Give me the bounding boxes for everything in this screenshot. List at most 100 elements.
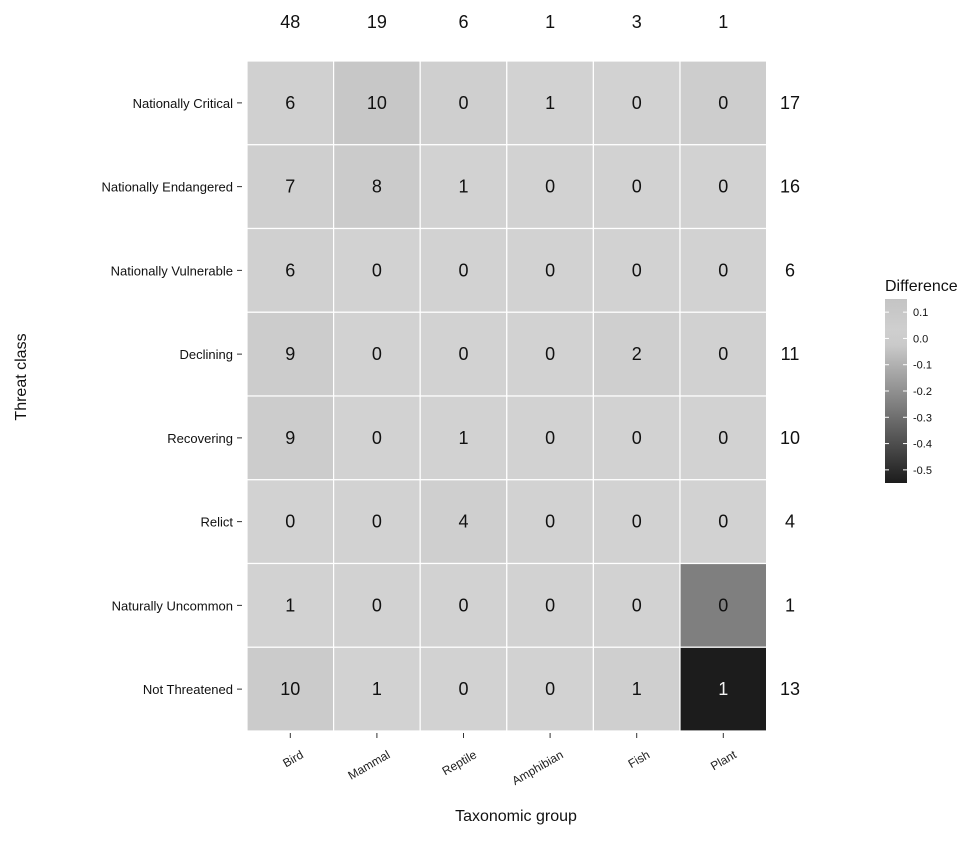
legend-tick-label: 0.0 [913,333,928,345]
row-labels: Nationally Critical Nationally Endangered… [101,96,242,697]
cell-value: 0 [372,344,382,364]
cell-value: 0 [458,344,468,364]
heatmap-cell [506,562,594,648]
heatmap-cell [246,311,335,397]
heatmap-cell [592,479,681,565]
column-label: Fish [626,747,653,770]
heatmap-cell [333,227,421,313]
cell-value: 6 [285,93,295,113]
cell-value: 0 [718,428,728,448]
row-totals: 17 16 6 11 10 4 1 13 [780,93,800,699]
cell-value: 0 [372,595,382,615]
row-label: Nationally Critical [133,96,234,111]
row-label: Nationally Vulnerable [111,263,233,278]
row-total: 11 [781,344,800,364]
cell-value: 1 [458,428,468,448]
heatmap-cell [333,144,421,230]
cell-value: 0 [458,595,468,615]
heatmap-cell [506,646,594,732]
cell-value: 9 [285,428,295,448]
cell-value: 1 [458,177,468,197]
cell-value: 0 [545,595,555,615]
heatmap-cell [419,646,508,732]
column-labels: Bird Mammal Reptile Amphibian Fish Plant [280,733,739,788]
column-totals: 48 19 6 1 3 1 [280,12,728,32]
cell-value: 0 [718,260,728,280]
column-label: Mammal [346,747,393,782]
column-label: Reptile [440,747,480,778]
cell-value: 0 [718,512,728,532]
cell-value: 0 [458,260,468,280]
cell-value: 0 [545,344,555,364]
cell-value: 1 [285,595,295,615]
x-axis-title: Taxonomic group [455,808,577,825]
cell-value: 0 [632,93,642,113]
cell-value: 0 [372,260,382,280]
row-label: Relict [200,515,233,530]
y-axis-title: Threat class [13,333,30,420]
legend-tick-label: -0.2 [913,386,932,398]
heatmap-cell [419,395,508,481]
heatmap-cell [246,562,335,648]
heatmap-cell [506,311,594,397]
row-label: Not Threatened [143,682,233,697]
cell-value: 0 [718,344,728,364]
heatmap-cell [419,562,508,648]
heatmap-cell [592,395,681,481]
heatmap-cell [679,60,768,146]
row-total: 1 [785,595,795,615]
heatmap-cell [246,479,335,565]
legend-tick-label: 0.1 [913,307,928,319]
cell-value: 0 [718,595,728,615]
cell-value: 1 [372,679,382,699]
column-label: Bird [280,747,305,770]
row-total: 16 [780,177,800,197]
heatmap-cell [592,646,681,732]
heatmap-cell [246,395,335,481]
column-label: Plant [708,747,739,773]
heatmap-cell [333,562,421,648]
cell-value: 8 [372,177,382,197]
column-total: 1 [718,12,728,32]
cell-value: 0 [632,260,642,280]
heatmap-cell [246,60,335,146]
legend-title: Difference [885,278,958,295]
heatmap-cell [679,479,768,565]
heatmap-cell [419,311,508,397]
heatmap-cell [506,227,594,313]
legend-tick-label: -0.5 [913,465,932,477]
heatmap-cell [333,60,421,146]
column-total: 6 [458,12,468,32]
cell-value: 0 [545,512,555,532]
heatmap-cell [679,311,768,397]
cell-value: 0 [545,428,555,448]
column-total: 1 [545,12,555,32]
cell-value: 0 [545,260,555,280]
legend-tick-label: -0.1 [913,360,932,372]
heatmap-cell [679,395,768,481]
heatmap-cell [592,227,681,313]
heatmap-cells: 6 10 0 1 0 07 8 1 0 0 06 0 0 0 0 09 0 0 0 2 09 0 1 0 0 00 0 4 0 0 01 0 0… [246,60,768,732]
legend-tick-label: -0.3 [913,412,932,424]
cell-value: 0 [458,679,468,699]
heatmap-cell [506,395,594,481]
cell-value: 0 [285,512,295,532]
heatmap-cell [246,646,335,732]
cell-value: 4 [458,512,468,532]
row-total: 17 [780,93,800,113]
heatmap-cell [592,311,681,397]
row-label: Nationally Endangered [101,180,233,195]
heatmap-cell [679,227,768,313]
column-label: Amphibian [509,747,565,787]
heatmap-cell [679,562,768,648]
legend-ticks: 0.1 0.0 -0.1 -0.2 -0.3 -0.4 -0.5 [885,307,932,477]
heatmap-cell [333,311,421,397]
row-label: Recovering [167,431,233,446]
cell-value: 10 [367,93,387,113]
heatmap-cell [679,646,768,732]
cell-value: 0 [632,177,642,197]
row-total: 13 [780,679,800,699]
cell-value: 6 [285,260,295,280]
row-label: Naturally Uncommon [112,598,233,613]
